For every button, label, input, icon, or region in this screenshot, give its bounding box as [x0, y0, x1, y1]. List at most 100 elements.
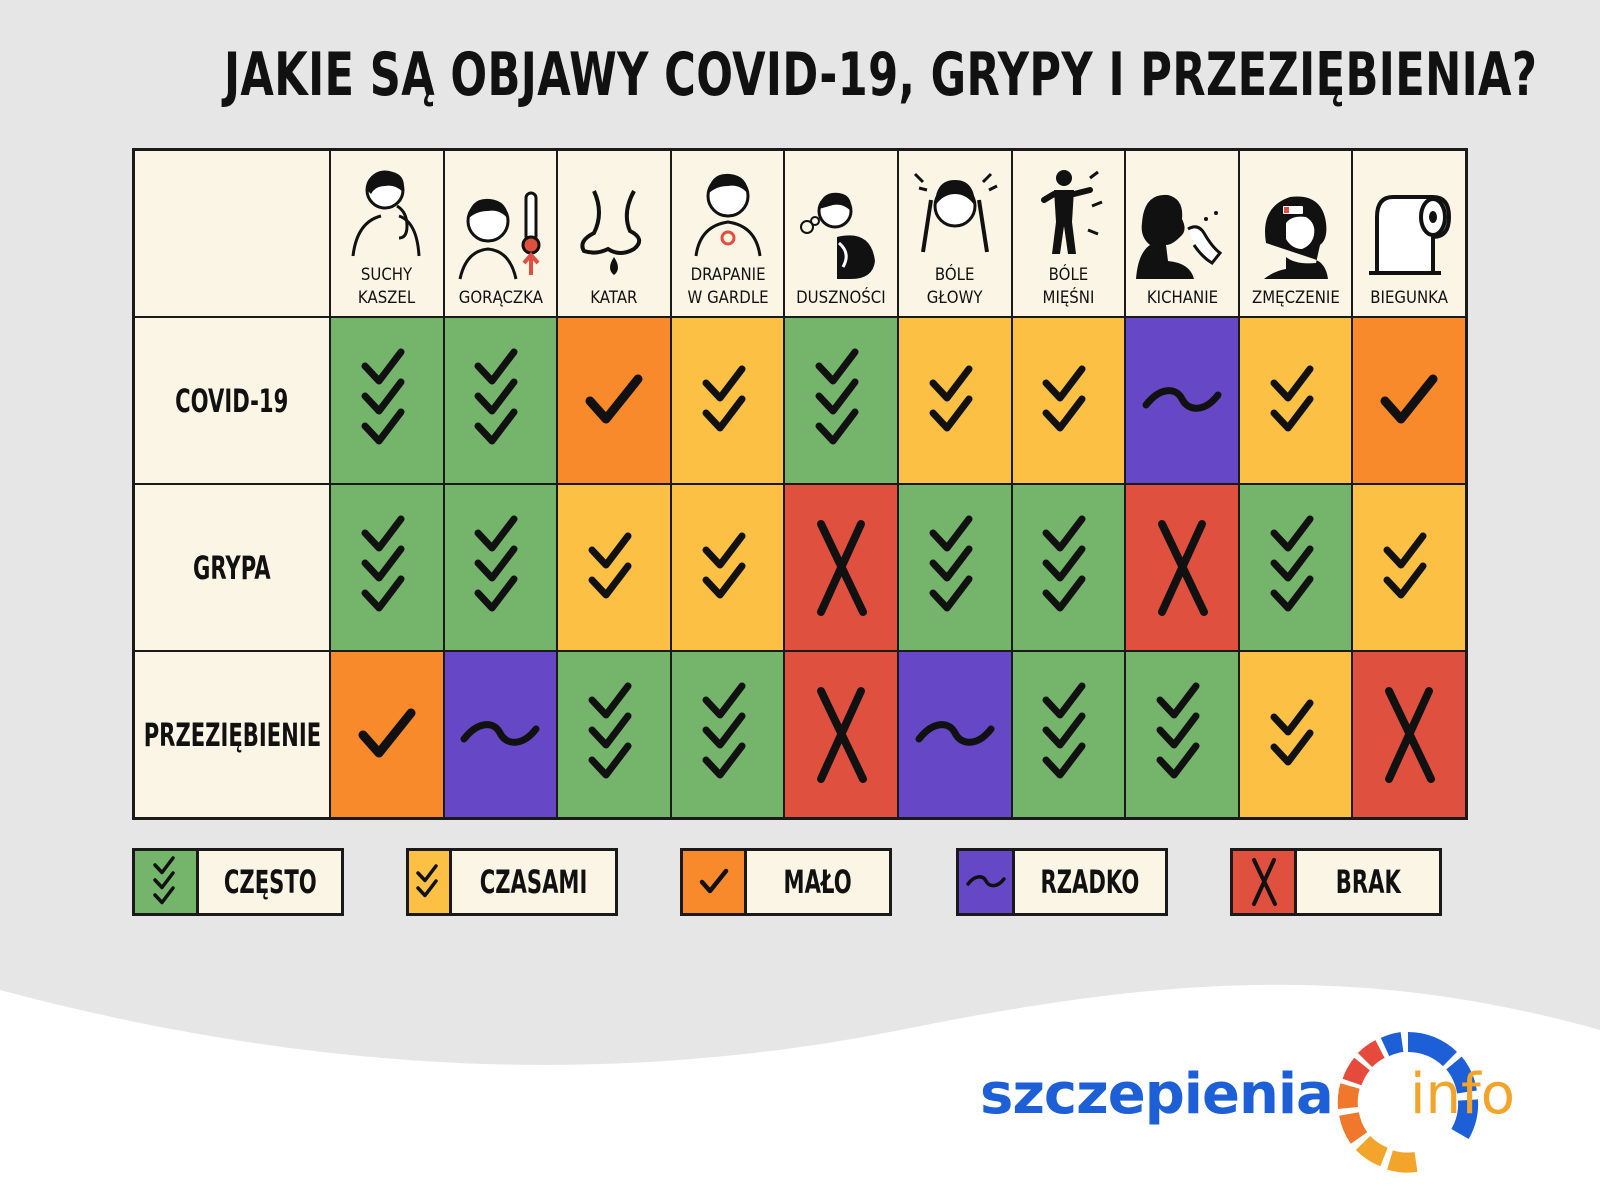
rating-cell-czesto [671, 652, 784, 817]
czasami-mark-icon [1383, 532, 1427, 598]
czasami-mark-icon [929, 365, 973, 431]
shortness-of-breath-icon [800, 192, 876, 279]
rating-cell-czesto [1239, 485, 1352, 650]
brak-mark-icon [817, 686, 868, 783]
legend-label: CZASAMI [479, 863, 588, 901]
legend-label: MAŁO [783, 863, 853, 901]
rating-cell-czesto [331, 485, 443, 650]
rating-cell-czesto [785, 318, 897, 483]
rating-cell-rzadko [898, 652, 1011, 817]
column-header-sneezing: KICHANIE [1126, 151, 1238, 316]
rating-cell-malo [558, 318, 670, 483]
column-header-fatigue: ZMĘCZENIE [1239, 151, 1352, 316]
malo-mark-icon [358, 708, 416, 757]
column-label: GORĄCZKA [458, 288, 543, 308]
rzadko-mark-icon [460, 720, 540, 746]
row-header: COVID-19 [135, 318, 329, 483]
rzadko-mark-icon [915, 720, 995, 746]
czesto-mark-icon [474, 515, 518, 611]
czesto-mark-icon [361, 348, 405, 444]
column-label: BIEGUNKA [1370, 288, 1449, 308]
legend-swatch [959, 851, 1016, 913]
column-label: ZMĘCZENIE [1251, 288, 1340, 308]
sneezing-icon [1135, 194, 1223, 279]
brak-mark-icon [1251, 858, 1277, 906]
czesto-mark-icon [474, 348, 518, 444]
column-header-headache: BÓLE GŁOWY [898, 151, 1011, 316]
fatigue-icon [1263, 196, 1328, 279]
column-label: BÓLE GŁOWY [926, 265, 983, 308]
row-header: GRYPA [135, 485, 329, 650]
rating-cell-czasami [1239, 652, 1352, 817]
sore-throat-icon [694, 173, 762, 257]
legend-item-czesto: CZĘSTO [132, 848, 344, 916]
czasami-mark-icon [588, 532, 632, 598]
rating-cell-czasami [898, 318, 1011, 483]
czasami-mark-icon [702, 532, 746, 598]
page-title: JAKIE SĄ OBJAWY COVID-19, GRYPY I PRZEZI… [224, 40, 1538, 110]
row-label: COVID-19 [175, 381, 289, 420]
brak-mark-icon [817, 519, 868, 616]
symptom-table: SUCHY KASZEL GORĄCZKA KATAR DRAPANIE W GARD… [132, 148, 1468, 820]
column-header-toilet-paper: BIEGUNKA [1353, 151, 1465, 316]
brak-mark-icon [1385, 686, 1436, 783]
brak-mark-icon [1157, 519, 1208, 616]
rating-cell-czasami [671, 318, 784, 483]
czesto-mark-icon [361, 515, 405, 611]
rating-cell-rzadko [444, 652, 557, 817]
table-corner [135, 151, 329, 316]
column-label: DUSZNOŚCI [796, 288, 886, 308]
row-header: PRZEZIĘBIENIE [135, 652, 329, 817]
dry-cough-icon [351, 170, 421, 257]
bottom-wave [0, 984, 1600, 1200]
logo-suffix: info [1410, 1062, 1516, 1127]
rating-cell-malo [331, 652, 443, 817]
logo-ring-icon [1337, 1031, 1479, 1173]
legend-item-czasami: CZASAMI [406, 848, 618, 916]
legend-swatch [1233, 851, 1297, 913]
column-label: KICHANIE [1146, 288, 1218, 308]
legend-swatch [135, 851, 199, 913]
column-label: SUCHY KASZEL [358, 265, 416, 308]
row-label: PRZEZIĘBIENIE [143, 715, 321, 754]
rating-cell-czasami [558, 485, 670, 650]
rating-cell-czesto [898, 485, 1011, 650]
legend-label: RZADKO [1040, 863, 1140, 901]
rating-cell-czesto [444, 318, 557, 483]
runny-nose-icon [580, 190, 642, 275]
czasami-mark-icon [1270, 365, 1314, 431]
rating-cell-brak [785, 485, 897, 650]
rating-cell-czasami [671, 485, 784, 650]
rating-cell-czasami [1239, 318, 1352, 483]
czasami-mark-icon [702, 365, 746, 431]
logo-word: szczepienia [980, 1062, 1334, 1127]
czesto-mark-icon [929, 515, 973, 611]
czasami-mark-icon [416, 864, 438, 898]
rating-cell-czesto [444, 485, 557, 650]
column-header-dry-cough: SUCHY KASZEL [331, 151, 443, 316]
column-label: BÓLE MIĘŚNI [1042, 265, 1095, 308]
column-label: DRAPANIE W GARDLE [687, 265, 769, 308]
legend-item-malo: MAŁO [680, 848, 892, 916]
muscle-pain-icon [1041, 170, 1103, 254]
legend-item-rzadko: RZADKO [956, 848, 1168, 916]
legend-label: BRAK [1335, 863, 1401, 901]
malo-mark-icon [699, 868, 728, 894]
legend-swatch [683, 851, 747, 913]
legend-item-brak: BRAK [1230, 848, 1442, 916]
malo-mark-icon [1380, 374, 1438, 423]
malo-mark-icon [585, 374, 643, 423]
czesto-mark-icon [702, 682, 746, 778]
rzadko-mark-icon [965, 875, 1006, 888]
logo: szczepienia info [980, 1022, 1540, 1182]
column-header-runny-nose: KATAR [558, 151, 670, 316]
czasami-mark-icon [1042, 365, 1086, 431]
czesto-mark-icon [1042, 682, 1086, 778]
rating-cell-czesto [1012, 485, 1125, 650]
rating-cell-brak [1126, 485, 1238, 650]
rating-cell-czesto [558, 652, 670, 817]
czesto-mark-icon [588, 682, 632, 778]
rating-cell-malo [1353, 318, 1465, 483]
toilet-paper-icon [1369, 195, 1452, 275]
czesto-mark-icon [815, 348, 859, 444]
